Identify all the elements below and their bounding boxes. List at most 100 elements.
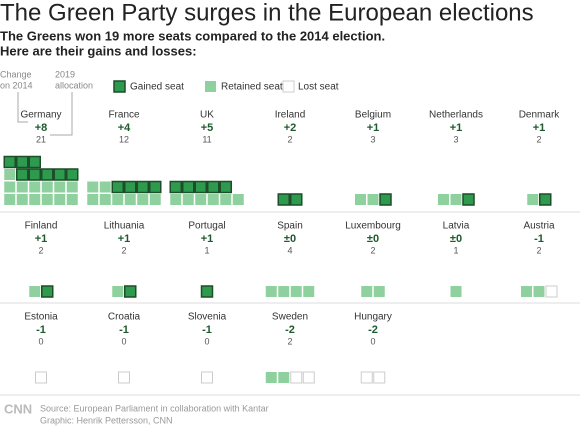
seat-retained — [124, 194, 136, 205]
seat-gained — [169, 180, 182, 194]
seat-gained — [539, 193, 552, 206]
seat-change: +2 — [284, 122, 297, 134]
seat-allocation: 2 — [38, 245, 43, 255]
seat-allocation: 0 — [38, 336, 43, 346]
seat-retained — [54, 181, 66, 193]
seat-allocation: 2 — [121, 245, 126, 255]
seat-retained — [66, 181, 78, 193]
legend-swatch — [282, 80, 295, 93]
seat-retained — [4, 181, 16, 193]
seat-allocation: 1 — [204, 245, 209, 255]
country-name: Sweden — [272, 312, 308, 323]
seat-retained — [41, 194, 53, 205]
seat-allocation: 3 — [453, 134, 458, 144]
seat-gained — [3, 155, 16, 169]
seat-gained — [207, 180, 220, 194]
logo: CNN — [4, 401, 32, 416]
seat-change: ±0 — [450, 233, 462, 245]
seat-retained — [54, 194, 66, 205]
seat-gained — [28, 168, 41, 181]
country-name: UK — [200, 110, 214, 121]
seat-retained — [66, 194, 78, 205]
seat-change: -2 — [285, 324, 295, 336]
seat-change: +8 — [35, 122, 48, 134]
seat-retained — [41, 181, 53, 193]
seat-retained — [87, 181, 99, 193]
seat-change: +4 — [118, 122, 131, 134]
country-name: Ireland — [275, 110, 306, 121]
seat-gained — [149, 180, 162, 194]
seat-allocation: 2 — [536, 134, 541, 144]
seat-retained — [4, 194, 16, 205]
seat-retained — [521, 286, 532, 297]
seat-change: -1 — [202, 324, 212, 336]
seat-gained — [66, 168, 79, 181]
seat-gained — [41, 285, 54, 298]
seat-change: -1 — [36, 324, 46, 336]
seat-lost — [360, 371, 373, 384]
seat-lost — [201, 371, 213, 384]
annotation-arrow — [50, 92, 73, 136]
seat-allocation: 2 — [370, 245, 375, 255]
seat-retained — [182, 194, 194, 205]
seat-retained — [361, 286, 373, 297]
seat-retained — [195, 194, 207, 205]
annotation-arrow — [17, 92, 28, 123]
seat-allocation: 21 — [36, 134, 46, 144]
seat-lost — [290, 371, 303, 384]
seat-retained — [16, 194, 28, 205]
seat-retained — [527, 194, 539, 205]
country-name: Austria — [523, 221, 555, 232]
legend-label: Gained seat — [130, 82, 184, 93]
title: The Green Party surges in the European e… — [0, 0, 534, 26]
seat-retained — [99, 181, 111, 193]
seat-gained — [277, 193, 290, 206]
seat-gained — [194, 180, 207, 194]
seat-lost — [118, 371, 130, 384]
seat-gained — [16, 168, 29, 181]
annotation: allocation — [55, 80, 93, 90]
seat-lost — [545, 285, 558, 298]
seat-allocation: 12 — [119, 134, 129, 144]
seat-retained — [533, 286, 545, 297]
seat-retained — [265, 286, 277, 297]
country-name: France — [108, 110, 140, 121]
legend-swatch — [205, 81, 216, 92]
seat-retained — [265, 372, 277, 383]
seat-change: +1 — [201, 233, 214, 245]
seat-retained — [29, 286, 41, 297]
seat-retained — [367, 194, 379, 205]
seat-allocation: 2 — [536, 245, 541, 255]
seat-change: -1 — [534, 233, 544, 245]
seat-retained — [450, 194, 462, 205]
seat-retained — [87, 194, 99, 205]
country-name: Latvia — [443, 221, 470, 232]
country-name: Netherlands — [429, 110, 483, 121]
seat-retained — [29, 194, 41, 205]
seat-allocation: 2 — [287, 336, 292, 346]
seat-retained — [29, 181, 41, 193]
country-name: Luxembourg — [345, 221, 401, 232]
credit: Graphic: Henrik Pettersson, CNN — [40, 415, 173, 425]
seat-retained — [99, 194, 111, 205]
legend-label: Retained seat — [221, 82, 283, 93]
seat-change: +1 — [367, 122, 380, 134]
annotation: 2019 — [55, 69, 75, 79]
source: Source: European Parliament in collabora… — [40, 403, 269, 413]
seat-lost — [302, 371, 315, 384]
seat-gained — [111, 180, 124, 194]
country-name: Germany — [20, 110, 61, 121]
seat-retained — [220, 194, 232, 205]
subtitle: The Greens won 19 more seats compared to… — [0, 28, 385, 43]
seat-retained — [303, 286, 315, 297]
country-name: Hungary — [354, 312, 392, 323]
seat-retained — [438, 194, 449, 205]
seat-change: +1 — [450, 122, 463, 134]
seat-gained — [28, 155, 41, 169]
seat-change: -2 — [368, 324, 378, 336]
seat-allocation: 0 — [121, 336, 126, 346]
seat-change: +1 — [118, 233, 131, 245]
seat-retained — [149, 194, 161, 205]
seat-change: -1 — [119, 324, 129, 336]
seat-change: ±0 — [367, 233, 379, 245]
